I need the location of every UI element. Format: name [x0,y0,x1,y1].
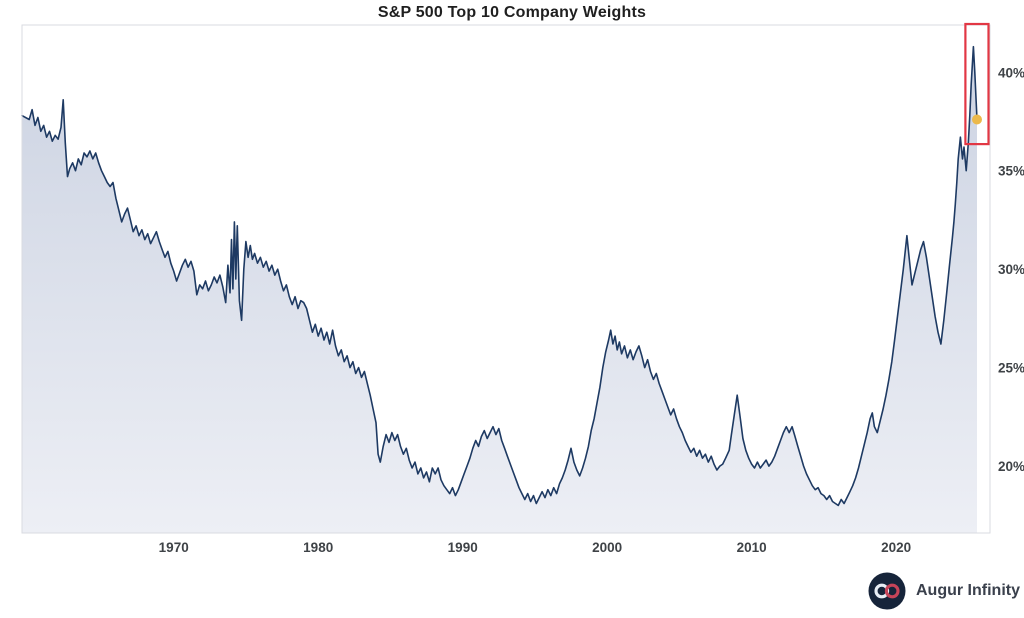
y-tick-label: 35% [998,164,1024,179]
x-tick-label: 1980 [303,540,333,555]
y-tick-label: 30% [998,262,1024,277]
brand-watermark: Augur Infinity [868,572,1020,610]
y-tick-label: 20% [998,459,1024,474]
plot-border [21,24,991,534]
y-tick-label: 25% [998,361,1024,376]
infinity-right-loop [884,583,900,599]
area-fill [22,46,977,533]
chart-title: S&P 500 Top 10 Company Weights [377,4,647,21]
weight-line [21,45,978,507]
x-tick-label: 2000 [592,540,622,555]
x-tick-label: 1970 [159,540,189,555]
augur-infinity-logo-icon [868,572,906,610]
x-tick-label: 1990 [448,540,478,555]
highlight-box [964,22,990,146]
brand-name: Augur Infinity [916,582,1020,599]
x-tick-label: 2020 [881,540,911,555]
x-tick-label: 2010 [737,540,767,555]
y-tick-label: 40% [998,65,1024,80]
latest-point-marker [972,114,982,125]
